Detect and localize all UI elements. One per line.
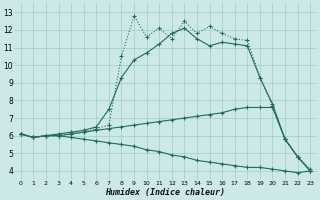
X-axis label: Humidex (Indice chaleur): Humidex (Indice chaleur) <box>106 188 226 197</box>
